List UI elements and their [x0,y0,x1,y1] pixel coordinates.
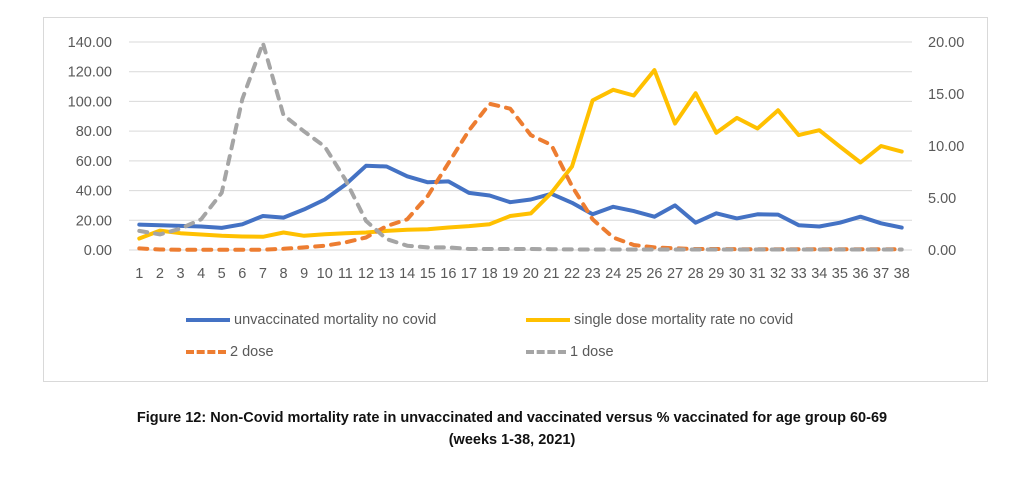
series-line-1-dose [137,41,904,252]
x-tick-label: 34 [811,266,827,282]
x-tick-label: 37 [873,266,889,282]
x-tick-label: 12 [358,266,374,282]
x-tick-label: 28 [688,266,704,282]
series-layer [137,41,904,252]
y-tick-label-left: 120.00 [68,65,112,81]
x-tick-label: 27 [667,266,683,282]
y-tick-label-right: 0.00 [928,243,956,259]
series-line-unvaccinated-mortality-no-covid [137,163,904,230]
x-tick-label: 29 [708,266,724,282]
legend-item-unvaccinated: unvaccinated mortality no covid [186,312,436,328]
gridlines [129,41,912,251]
x-tick-label: 16 [440,266,456,282]
x-tick-label: 3 [176,266,184,282]
legend-swatch-1-dose [526,350,566,354]
x-tick-label: 4 [197,266,205,282]
x-tick-label: 10 [317,266,333,282]
x-tick-label: 13 [378,266,394,282]
legend-item-1-dose: 1 dose [526,344,614,360]
y-tick-label-left: 100.00 [68,94,112,110]
x-tick-label: 33 [791,266,807,282]
x-tick-label: 32 [770,266,786,282]
x-tick-label: 20 [523,266,539,282]
y-tick-label-left: 60.00 [76,154,112,170]
x-tick-label: 17 [461,266,477,282]
legend-label: 2 dose [230,344,274,360]
x-tick-label: 19 [502,266,518,282]
x-tick-label: 23 [585,266,601,282]
x-tick-label: 38 [894,266,910,282]
x-tick-label: 7 [259,266,267,282]
y-tick-label-left: 0.00 [84,243,112,259]
y-tick-label-right: 20.00 [928,35,964,51]
caption-line-2: (weeks 1-38, 2021) [448,432,576,448]
figure-caption: Figure 12: Non-Covid mortality rate in u… [0,407,1024,451]
x-tick-label: 2 [156,266,164,282]
x-tick-label: 14 [399,266,415,282]
x-tick-label: 35 [832,266,848,282]
legend-swatch-unvaccinated [186,318,230,322]
line-chart: 0.0020.0040.0060.0080.00100.00120.00140.… [68,35,965,282]
legend-swatch-single-dose [526,318,570,322]
x-tick-label: 31 [749,266,765,282]
y-tick-label-right: 5.00 [928,191,956,207]
x-tick-label: 8 [280,266,288,282]
x-tick-label: 36 [852,266,868,282]
y-tick-label-left: 40.00 [76,184,112,200]
x-tick-label: 11 [338,266,353,282]
legend-label: single dose mortality rate no covid [574,312,794,328]
caption-line-1: Figure 12: Non-Covid mortality rate in u… [136,410,888,426]
x-tick-label: 24 [605,266,621,282]
y-axis-left: 0.00 20.00 40.00 60.00 80.00 100.00 120.00 140.… [68,35,112,259]
x-tick-label: 30 [729,266,745,282]
x-tick-label: 6 [238,266,246,282]
series-line-2-dose [137,101,904,252]
x-tick-label: 25 [626,266,642,282]
x-tick-label: 18 [482,266,498,282]
series-line-single-dose-mortality-rate-no-covid [137,68,904,241]
x-tick-label: 21 [543,266,559,282]
x-tick-label: 9 [300,266,308,282]
y-tick-label-left: 140.00 [68,35,112,51]
y-tick-label-left: 20.00 [76,213,112,229]
y-tick-label-right: 15.00 [928,87,964,103]
x-axis: 1 2 3 4 5 6 7 8 9 10 11 12 13 14 15 16 17 18 19 20 21 22 23 24 2… [135,266,910,282]
x-tick-label: 1 [135,266,143,282]
y-axis-right: 0.00 5.00 10.00 15.00 20.00 [928,35,964,259]
x-tick-label: 15 [420,266,436,282]
x-tick-label: 26 [646,266,662,282]
x-tick-label: 5 [218,266,226,282]
y-tick-label-right: 10.00 [928,139,964,155]
legend-item-2-dose: 2 dose [186,344,274,360]
legend-item-single-dose: single dose mortality rate no covid [526,312,793,328]
y-tick-label-left: 80.00 [76,124,112,140]
legend-swatch-2-dose [186,350,226,354]
legend-label: unvaccinated mortality no covid [234,312,437,328]
legend-label: 1 dose [570,344,614,360]
x-tick-label: 22 [564,266,580,282]
